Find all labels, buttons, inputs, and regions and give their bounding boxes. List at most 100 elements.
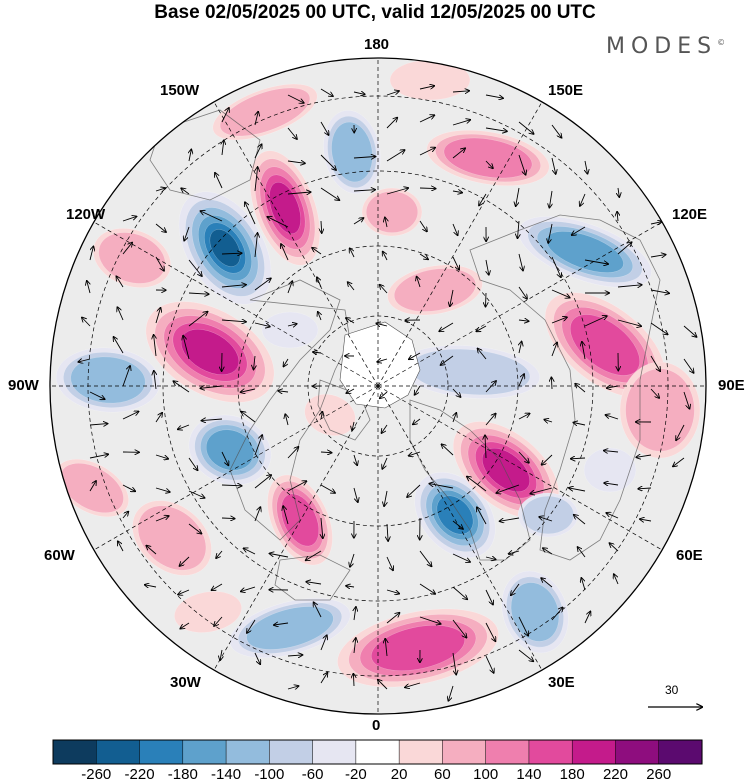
wind-vector [317, 277, 322, 288]
wind-vector [380, 285, 388, 294]
wind-vector [350, 553, 355, 567]
wind-vector [419, 148, 435, 156]
wind-vector [346, 318, 355, 324]
anomaly-band-2 [393, 268, 477, 312]
wind-vector [155, 308, 161, 324]
wind-vector [452, 652, 456, 675]
wind-vector [173, 381, 190, 393]
meridian-210 [213, 385, 379, 671]
wind-vector [409, 451, 421, 456]
anomaly-cell-9 [452, 421, 560, 519]
wind-vector [241, 586, 256, 591]
wind-vector [519, 342, 522, 354]
wind-vector [386, 188, 408, 195]
wind-vector [650, 355, 660, 371]
anomaly-cell-11 [518, 216, 652, 288]
wind-vector [409, 352, 421, 359]
wind-vector [549, 190, 552, 208]
anomaly-cell-12 [426, 130, 550, 186]
wind-vector [221, 485, 242, 486]
wind-vector [518, 414, 530, 420]
label-lon-30w: 30W [170, 674, 201, 691]
wind-vector [254, 278, 271, 291]
colorbar-swatch-8 [355, 739, 400, 765]
wind-vector [89, 481, 96, 492]
wind-vector [117, 307, 124, 321]
anomaly-band-3 [246, 606, 334, 650]
wind-vector [518, 649, 533, 661]
anomaly-band-1 [174, 591, 242, 633]
wind-vector [376, 323, 388, 326]
wind-vector [419, 220, 427, 231]
anomaly-band-5 [269, 182, 301, 234]
colorbar-swatch-9 [398, 739, 443, 765]
wind-vector [417, 277, 420, 288]
colorbar-tick-label: 20 [390, 766, 408, 783]
colorbar-tick-label: -180 [167, 766, 198, 783]
colorbar-tick-label: 180 [559, 766, 585, 783]
wind-vector [255, 167, 258, 192]
label-lon-90e: 90E [718, 377, 745, 394]
wind-vector [222, 140, 224, 156]
wind-vector [571, 458, 586, 459]
anomaly-cell-1 [178, 191, 272, 305]
wind-vector [321, 220, 322, 233]
wind-vector [188, 312, 208, 327]
label-lon-150e: 150E [548, 82, 584, 99]
wind-vector [377, 359, 388, 362]
wind-vector [650, 322, 668, 334]
wind-vector [353, 190, 375, 191]
wind-vector [353, 674, 354, 687]
reference-vector-label: 30 [665, 683, 679, 697]
wind-vector [201, 386, 223, 388]
anomaly-cell-27 [304, 394, 356, 436]
wind-vector [485, 655, 494, 673]
wind-vector [607, 386, 619, 388]
wind-vector [285, 414, 288, 426]
wind-vector [254, 475, 271, 489]
wind-vector [636, 455, 652, 457]
label-lon-90w: 90W [8, 377, 39, 394]
wind-vector [441, 355, 454, 365]
wind-vector [155, 454, 168, 459]
wind-vector [551, 377, 552, 390]
wind-vector [518, 253, 523, 271]
colorbar-tick-label: -100 [254, 766, 285, 783]
wind-vector [155, 223, 166, 232]
colorbar-frame [52, 739, 703, 765]
label-lon-120w: 120W [66, 206, 106, 223]
wind-vector [320, 673, 327, 684]
wind-vector [350, 248, 355, 258]
wind-vector [518, 154, 526, 175]
wind-vector [467, 477, 487, 492]
wind-vector [415, 385, 421, 395]
wind-vector [116, 276, 124, 288]
wind-vector [452, 223, 458, 235]
wind-vector [452, 256, 459, 270]
wind-vector [352, 421, 354, 430]
coastline-1 [229, 279, 351, 541]
wind-vector [478, 349, 487, 360]
wind-vector [287, 655, 302, 656]
wind-vector [604, 483, 619, 485]
label-lon-120e: 120E [672, 206, 708, 223]
wind-vector [313, 352, 322, 353]
wind-vector [439, 322, 454, 331]
wind-vector [413, 418, 421, 424]
anomaly-cell-2 [249, 150, 321, 266]
wind-vector [346, 586, 355, 587]
wind-vector [178, 424, 190, 429]
wind-vector [419, 583, 435, 594]
anomaly-band-2 [137, 505, 207, 571]
wind-vector [604, 451, 619, 452]
coastline-3 [409, 399, 531, 561]
wind-vector [287, 192, 311, 194]
wind-vector [312, 248, 322, 255]
colorbar-swatch-15 [658, 739, 703, 765]
wind-vector [321, 412, 322, 420]
wind-vector [155, 413, 162, 423]
colorbar-swatch-12 [528, 739, 573, 765]
wind-vector [188, 457, 198, 470]
anomaly-band-1 [389, 59, 471, 101]
